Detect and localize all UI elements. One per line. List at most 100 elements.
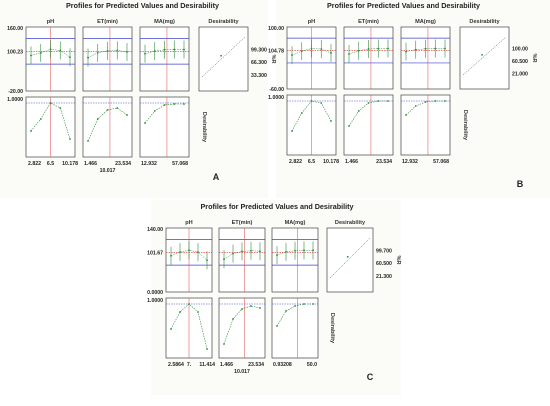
response-curve — [170, 250, 208, 261]
desirability-tick-label: 21.300 — [376, 274, 392, 280]
factor-tick-label: 12.932 — [141, 161, 157, 167]
response-point — [69, 56, 71, 59]
response-tick-label: -60.00 — [269, 87, 284, 93]
desirability-axis-label: Desirability — [462, 110, 468, 141]
desirability-point — [106, 109, 109, 111]
desirability-function-line — [462, 36, 507, 76]
desirability-panel-frame — [82, 96, 133, 158]
desirability-tick-label: 66.300 — [251, 60, 267, 66]
response-point — [377, 47, 380, 50]
response-point — [183, 48, 185, 51]
desirability-function-point — [481, 54, 483, 56]
response-axis-label: %R — [270, 54, 276, 63]
response-curve — [30, 49, 71, 58]
desirability-panel-frame — [343, 94, 394, 156]
desirability-point — [303, 303, 305, 305]
factor-tick-label: 6.5 — [308, 159, 315, 165]
factor-tick-label: 23.534 — [115, 161, 131, 167]
current-value-label: 10.017 — [234, 369, 250, 375]
response-tick-label: -20.00 — [8, 89, 23, 95]
desirability-header: Desirability — [208, 19, 239, 25]
factor-tick-label: 23.534 — [248, 362, 264, 368]
desirability-tick-label: 21.000 — [512, 71, 528, 77]
factor-tick-label: 57.068 — [433, 159, 449, 165]
response-tick-label: 100.00 — [268, 26, 284, 32]
profile-figure-c: Profiles for Predicted Values and Desira… — [147, 200, 401, 395]
response-point — [414, 48, 417, 51]
factor-label: pH — [308, 19, 315, 25]
factor-label: ET(min) — [232, 220, 253, 226]
response-tick-label: 0.0000 — [147, 290, 163, 296]
factor-tick-label: 1.466 — [345, 159, 358, 165]
response-curve — [405, 48, 445, 52]
factor-tick-label: 10.178 — [323, 159, 339, 165]
desirability-tick-label: 100.00 — [512, 47, 528, 53]
desirability-panel-frame — [400, 94, 451, 156]
response-point — [424, 47, 427, 50]
factor-tick-label: 6.5 — [47, 161, 54, 167]
desirability-function-line — [329, 237, 371, 279]
response-point — [444, 47, 446, 50]
response-curve — [276, 250, 313, 256]
response-point — [285, 250, 287, 253]
desirability-curve — [276, 303, 313, 327]
desirability-top-label: 1.0000 — [268, 95, 284, 101]
response-tick-label: 140.00 — [147, 227, 163, 233]
response-point — [387, 47, 389, 50]
response-axis-label: %R — [395, 255, 401, 264]
response-point — [179, 251, 181, 253]
desirability-header: Desirability — [469, 19, 500, 25]
desirability-function-point — [220, 54, 222, 57]
factor-tick-label: 10.178 — [62, 161, 78, 167]
response-point — [434, 47, 437, 50]
factor-tick-label: 11.414 — [199, 362, 215, 368]
desirability-tick-label: 60.500 — [376, 261, 392, 267]
response-tick-label: 101.67 — [147, 250, 163, 256]
factor-tick-label: 2.5864 — [168, 362, 184, 368]
response-panel-frame — [139, 26, 190, 92]
chart-title: Profiles for Predicted Values and Desira… — [66, 1, 219, 10]
panel-letter: B — [517, 179, 524, 189]
desirability-tick-label: 60.500 — [512, 59, 528, 65]
desirability-tick-label: 99.700 — [376, 248, 392, 254]
desirability-curve — [170, 303, 208, 350]
desirability-tick-label: 33.300 — [251, 73, 267, 79]
desirability-curve — [405, 100, 445, 116]
desirability-function-frame — [326, 227, 374, 293]
desirability-function-frame — [459, 26, 510, 90]
factor-label: ET(min) — [97, 19, 118, 25]
desirability-function-line — [201, 36, 246, 78]
factor-label: pH — [47, 19, 54, 25]
response-point — [259, 250, 261, 253]
desirability-curve — [223, 305, 261, 345]
panel-letter: A — [213, 172, 220, 182]
response-tick-label: 160.00 — [7, 26, 23, 32]
profile-figure-a: Profiles for Predicted Values and Desira… — [0, 0, 276, 198]
desirability-panel-frame — [139, 96, 190, 158]
response-point — [241, 250, 243, 253]
desirability-curve — [291, 100, 332, 132]
factor-tick-label: 0.93208 — [273, 362, 292, 368]
factor-label: MA(mg) — [285, 220, 306, 226]
response-tick-label: 104.78 — [268, 49, 284, 55]
chart-title: Profiles for Predicted Values and Desira… — [327, 1, 480, 10]
desirability-tick-label: 99.300 — [251, 47, 267, 53]
factor-label: MA(mg) — [415, 19, 436, 25]
chart-title: Profiles for Predicted Values and Desira… — [201, 202, 354, 211]
response-curve — [291, 48, 332, 56]
response-point — [173, 48, 176, 51]
factor-tick-label: 57.068 — [172, 161, 188, 167]
response-panel-frame — [400, 26, 451, 90]
desirability-function-frame — [198, 26, 249, 92]
desirability-function-point — [346, 255, 349, 258]
response-tick-label: 100.23 — [7, 49, 23, 55]
panel-letter: C — [367, 372, 374, 382]
factor-label: MA(mg) — [154, 19, 175, 25]
response-curve — [348, 48, 388, 55]
desirability-curve — [87, 107, 128, 142]
desirability-axis-label: Desirability — [201, 112, 207, 143]
factor-tick-label: 2.822 — [289, 159, 302, 165]
response-axis-label: %R — [531, 53, 537, 62]
desirability-curve — [348, 100, 388, 127]
profile-figure-b: Profiles for Predicted Values and Desira… — [268, 0, 550, 198]
